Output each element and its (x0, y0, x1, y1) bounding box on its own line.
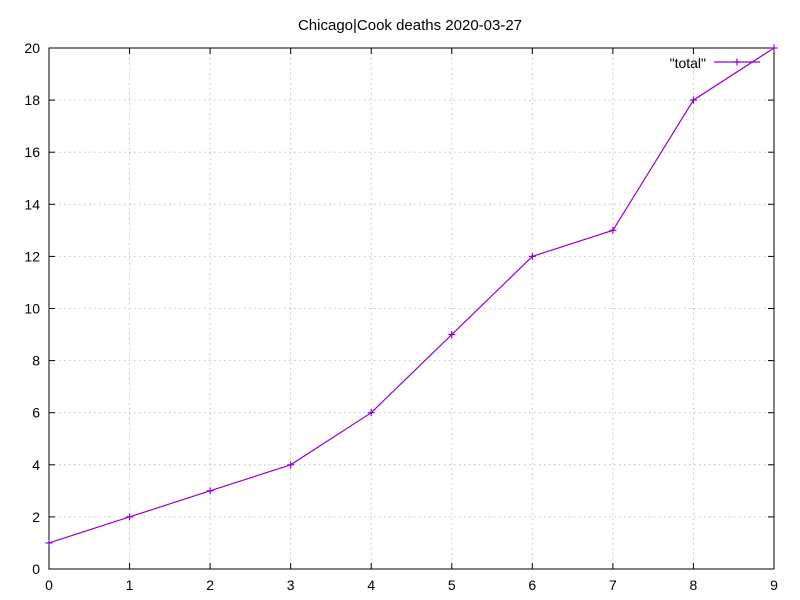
data-point (448, 331, 456, 339)
data-point (609, 226, 617, 234)
grid-lines (49, 48, 774, 569)
y-tick-label: 20 (24, 40, 40, 56)
x-tick-label: 8 (690, 577, 698, 593)
y-tick-label: 12 (24, 248, 40, 264)
x-tick-label: 9 (770, 577, 778, 593)
x-tick-label: 1 (126, 577, 134, 593)
data-point (287, 461, 295, 469)
data-point (367, 409, 375, 417)
axes (48, 47, 775, 570)
data-point (206, 487, 214, 495)
y-tick-label: 4 (32, 457, 40, 473)
legend-label-total: "total" (670, 55, 706, 71)
x-tick-label: 7 (609, 577, 617, 593)
y-tick-label: 8 (32, 353, 40, 369)
x-tick-label: 2 (206, 577, 214, 593)
legend: "total" (670, 55, 760, 71)
y-tick-label: 2 (32, 509, 40, 525)
y-tick-label: 14 (24, 196, 40, 212)
x-tick-label: 0 (45, 577, 53, 593)
plot-area (45, 44, 778, 547)
x-tick-label: 5 (448, 577, 456, 593)
data-point (528, 252, 536, 260)
x-tick-label: 3 (287, 577, 295, 593)
x-tick-label: 4 (367, 577, 375, 593)
x-tick-label: 6 (528, 577, 536, 593)
series-line-0 (48, 47, 775, 544)
y-tick-label: 18 (24, 92, 40, 108)
y-tick-label: 16 (24, 144, 40, 160)
data-point (45, 539, 53, 547)
y-tick-label: 10 (24, 301, 40, 317)
y-tick-label: 6 (32, 405, 40, 421)
data-point (770, 44, 778, 52)
data-point (126, 513, 134, 521)
y-tick-label: 0 (32, 561, 40, 577)
chart-title: Chicago|Cook deaths 2020-03-27 (298, 17, 522, 34)
data-point (689, 96, 697, 104)
